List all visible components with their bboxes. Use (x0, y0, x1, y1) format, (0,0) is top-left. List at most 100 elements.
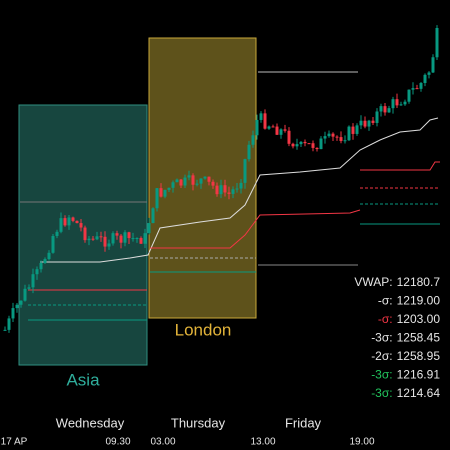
candle-body (299, 141, 303, 145)
candle-body (291, 143, 295, 147)
candle-body (95, 236, 99, 240)
candle-body (295, 144, 299, 147)
candle-body (99, 236, 103, 238)
candle-body (227, 192, 231, 194)
level-value: 1258.95 (397, 349, 441, 363)
candle-body (339, 137, 343, 142)
candle-body (63, 218, 67, 226)
level-label: -3σ: (371, 368, 392, 382)
candle-body (71, 217, 75, 221)
candle-body (127, 232, 131, 239)
candle-body (111, 233, 115, 244)
candle-body (307, 143, 311, 145)
candle-body (55, 231, 59, 236)
candle-body (367, 120, 371, 127)
candle-body (235, 188, 239, 190)
candle-body (271, 126, 275, 128)
candle-body (243, 159, 247, 183)
candle-body (315, 147, 319, 150)
level-entry: -3σ: 1258.45 (371, 331, 440, 345)
candles (3, 25, 439, 333)
candle-body (379, 106, 383, 112)
level-value: 1216.91 (397, 368, 441, 382)
candle-body (107, 243, 111, 247)
candle-body (103, 236, 107, 247)
day-label: Friday (285, 415, 322, 430)
candle-body (375, 111, 379, 123)
candle-body (259, 113, 263, 120)
candle-body (423, 74, 427, 83)
candle-body (387, 108, 391, 113)
candle-body (3, 329, 7, 331)
candle-body (179, 179, 183, 186)
level-value: 1219.00 (397, 294, 441, 308)
level-label: VWAP: (354, 275, 392, 289)
candle-body (431, 57, 435, 73)
level-value: 12180.7 (397, 275, 441, 289)
level-entry: -σ: 1219.00 (378, 294, 440, 308)
candle-body (239, 182, 243, 189)
level-entry: -3σ: 1214.64 (371, 386, 440, 400)
candle-body (311, 143, 315, 148)
level-label: -σ: (378, 294, 393, 308)
level-entry: -3σ: 1216.91 (371, 368, 440, 382)
candle-body (335, 136, 339, 138)
candle-body (403, 101, 407, 105)
candle-body (223, 185, 227, 193)
candle-body (31, 274, 35, 288)
candle-body (343, 140, 347, 142)
candle-body (407, 89, 411, 102)
level-label: -3σ: (371, 386, 392, 400)
candle-body (27, 287, 31, 289)
time-label: 13.00 (250, 437, 275, 448)
time-label: 19.00 (349, 437, 374, 448)
candle-body (247, 144, 251, 160)
level-entry: -σ: 1203.00 (378, 312, 440, 326)
candle-body (139, 238, 143, 244)
candle-body (199, 178, 203, 184)
day-label: Thursday (171, 415, 226, 430)
candle-body (155, 188, 159, 209)
candle-body (207, 176, 211, 182)
time-label: 09.30 (105, 437, 130, 448)
level-entry: VWAP: 12180.7 (354, 275, 440, 289)
candle-body (395, 99, 399, 106)
candle-body (115, 233, 119, 236)
candle-body (231, 189, 235, 194)
candle-body (131, 238, 135, 240)
candle-body (171, 182, 175, 188)
candle-body (359, 120, 363, 126)
indicator-lines (20, 71, 440, 321)
candle-body (347, 126, 351, 141)
candle-body (39, 262, 43, 270)
time-label: 17 AP (1, 437, 28, 448)
candle-body (19, 300, 23, 305)
level-label: -3σ: (371, 331, 392, 345)
candle-body (123, 232, 127, 243)
candle-body (435, 28, 439, 58)
london-session-box (148, 37, 257, 319)
candle-body (47, 252, 51, 260)
candle-body (119, 235, 123, 243)
candle-body (15, 304, 19, 309)
candle-body (11, 308, 15, 319)
candle-body (79, 223, 83, 228)
candle-body (191, 175, 195, 185)
candle-body (399, 104, 403, 106)
level-entry: -2σ: 1258.95 (371, 349, 440, 363)
candle-body (203, 176, 207, 179)
time-label: 03.00 (150, 437, 175, 448)
band-line (150, 209, 361, 249)
candle-body (331, 133, 335, 137)
candle-body (371, 120, 375, 123)
candle-body (163, 189, 167, 197)
band-line (360, 161, 440, 171)
candle-body (7, 318, 11, 330)
session-label: Asia (66, 370, 100, 389)
candle-body (363, 120, 367, 127)
candle-body (91, 238, 95, 240)
candle-body (383, 106, 387, 113)
candle-body (355, 125, 359, 134)
session-label: London (175, 320, 232, 339)
